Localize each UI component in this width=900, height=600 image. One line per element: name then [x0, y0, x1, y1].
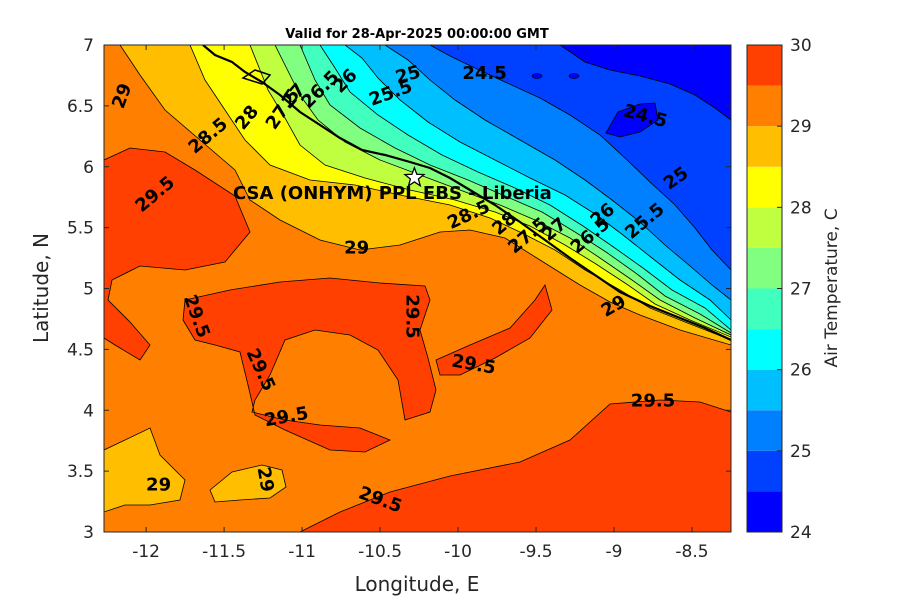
- site-label: CSA (ONHYM) PPL EBS - Liberia: [233, 183, 552, 204]
- colorbar-segment: [747, 288, 782, 330]
- colorbar-segment: [747, 247, 782, 289]
- x-axis-ticks: -12 -11.5 -11 -10.5 -10 -9.5 -9 -8.5: [132, 45, 709, 562]
- y-tick-label: 6.5: [67, 97, 94, 117]
- x-tick-label: -12: [132, 542, 160, 562]
- colorbar-segment: [747, 450, 782, 492]
- colorbar-tick-label: 28: [790, 198, 812, 218]
- colorbar-segment: [747, 85, 782, 127]
- contour-label: 29.5: [631, 391, 675, 412]
- warm-region-south: [299, 399, 731, 532]
- y-tick-label: 5: [83, 280, 94, 300]
- warm-region-west: [104, 147, 251, 361]
- x-tick-label: -8.5: [675, 542, 708, 562]
- colorbar-ticks: 24 25 26 27 28 29 30: [777, 36, 812, 543]
- contour-label: 29: [253, 465, 278, 493]
- cool-patch-south: [209, 464, 287, 503]
- colorbar-tick-label: 24: [790, 523, 812, 543]
- warm-region-central: [182, 277, 437, 453]
- warm-region-east: [435, 284, 553, 376]
- colorbar-segment: [747, 207, 782, 248]
- x-tick-label: -11: [288, 542, 316, 562]
- figure-title: Valid for 28-Apr-2025 00:00:00 GMT: [285, 27, 549, 42]
- colorbar-label: Air Temperature, C: [822, 208, 842, 367]
- x-axis-label: Longitude, E: [355, 572, 480, 596]
- cool-patch-southwest: [104, 427, 186, 513]
- colorbar-tick-label: 26: [790, 361, 812, 381]
- y-tick-label: 5.5: [67, 219, 94, 239]
- colorbar-tick-label: 29: [790, 117, 812, 137]
- colorbar: [746, 44, 783, 533]
- colorbar-segment: [747, 45, 782, 86]
- x-tick-label: -10: [444, 542, 472, 562]
- y-tick-label: 3: [83, 523, 94, 543]
- contour-fill: [104, 45, 731, 532]
- y-tick-label: 6: [83, 158, 94, 178]
- cold-pocket: [605, 102, 659, 138]
- colorbar-segment: [747, 369, 782, 411]
- y-tick-label: 7: [83, 36, 94, 56]
- contour-label: 29: [344, 237, 369, 258]
- colorbar-tick-label: 27: [790, 280, 812, 300]
- colorbar-segment: [747, 491, 782, 532]
- site-marker: [403, 165, 426, 188]
- y-tick-label: 3.5: [67, 462, 94, 482]
- colorbar-tick-label: 25: [790, 442, 812, 462]
- y-tick-label: 4: [83, 401, 94, 421]
- colorbar-segment: [747, 329, 782, 370]
- colorbar-segment: [747, 166, 782, 208]
- y-axis-ticks: 3 3.5 4 4.5 5 5.5 6 6.5 7: [67, 36, 731, 543]
- x-tick-label: -9: [606, 542, 623, 562]
- colorbar-segment: [747, 126, 782, 167]
- colorbar-segment: [747, 410, 782, 451]
- x-tick-label: -9.5: [519, 542, 552, 562]
- x-tick-label: -11.5: [202, 542, 246, 562]
- contour-label: 29: [146, 475, 171, 496]
- x-tick-label: -10.5: [358, 542, 402, 562]
- y-axis-label: Latitude, N: [29, 233, 53, 343]
- colorbar-tick-label: 30: [790, 36, 812, 56]
- contour-label: 29.5: [401, 294, 422, 338]
- y-tick-label: 4.5: [67, 340, 94, 360]
- contour-label: 24.5: [462, 63, 506, 84]
- coastline: [202, 45, 731, 341]
